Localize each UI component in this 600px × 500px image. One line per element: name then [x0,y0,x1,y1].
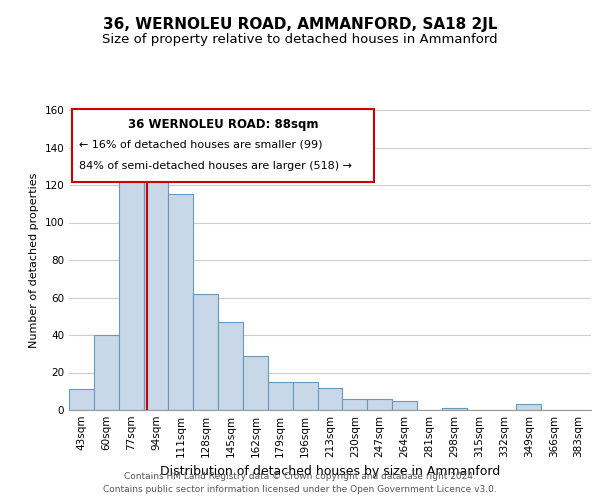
Bar [268,382,293,410]
FancyBboxPatch shape [71,108,374,182]
Bar [442,408,467,410]
Bar [293,382,317,410]
Text: 84% of semi-detached houses are larger (518) →: 84% of semi-detached houses are larger (… [79,162,352,172]
Text: ← 16% of detached houses are smaller (99): ← 16% of detached houses are smaller (99… [79,140,323,149]
Bar [317,388,343,410]
Text: 36, WERNOLEU ROAD, AMMANFORD, SA18 2JL: 36, WERNOLEU ROAD, AMMANFORD, SA18 2JL [103,18,497,32]
Bar [193,294,218,410]
Bar [69,390,94,410]
Y-axis label: Number of detached properties: Number of detached properties [29,172,39,348]
Bar [392,400,417,410]
Bar [94,335,119,410]
Text: 36 WERNOLEU ROAD: 88sqm: 36 WERNOLEU ROAD: 88sqm [128,118,318,130]
Bar [143,170,169,410]
X-axis label: Distribution of detached houses by size in Ammanford: Distribution of detached houses by size … [160,466,500,478]
Bar [119,172,143,410]
Bar [517,404,541,410]
Bar [343,399,367,410]
Bar [367,399,392,410]
Text: Contains public sector information licensed under the Open Government Licence v3: Contains public sector information licen… [103,485,497,494]
Bar [169,194,193,410]
Bar [218,322,243,410]
Text: Contains HM Land Registry data © Crown copyright and database right 2024.: Contains HM Land Registry data © Crown c… [124,472,476,481]
Bar [243,356,268,410]
Text: Size of property relative to detached houses in Ammanford: Size of property relative to detached ho… [102,32,498,46]
